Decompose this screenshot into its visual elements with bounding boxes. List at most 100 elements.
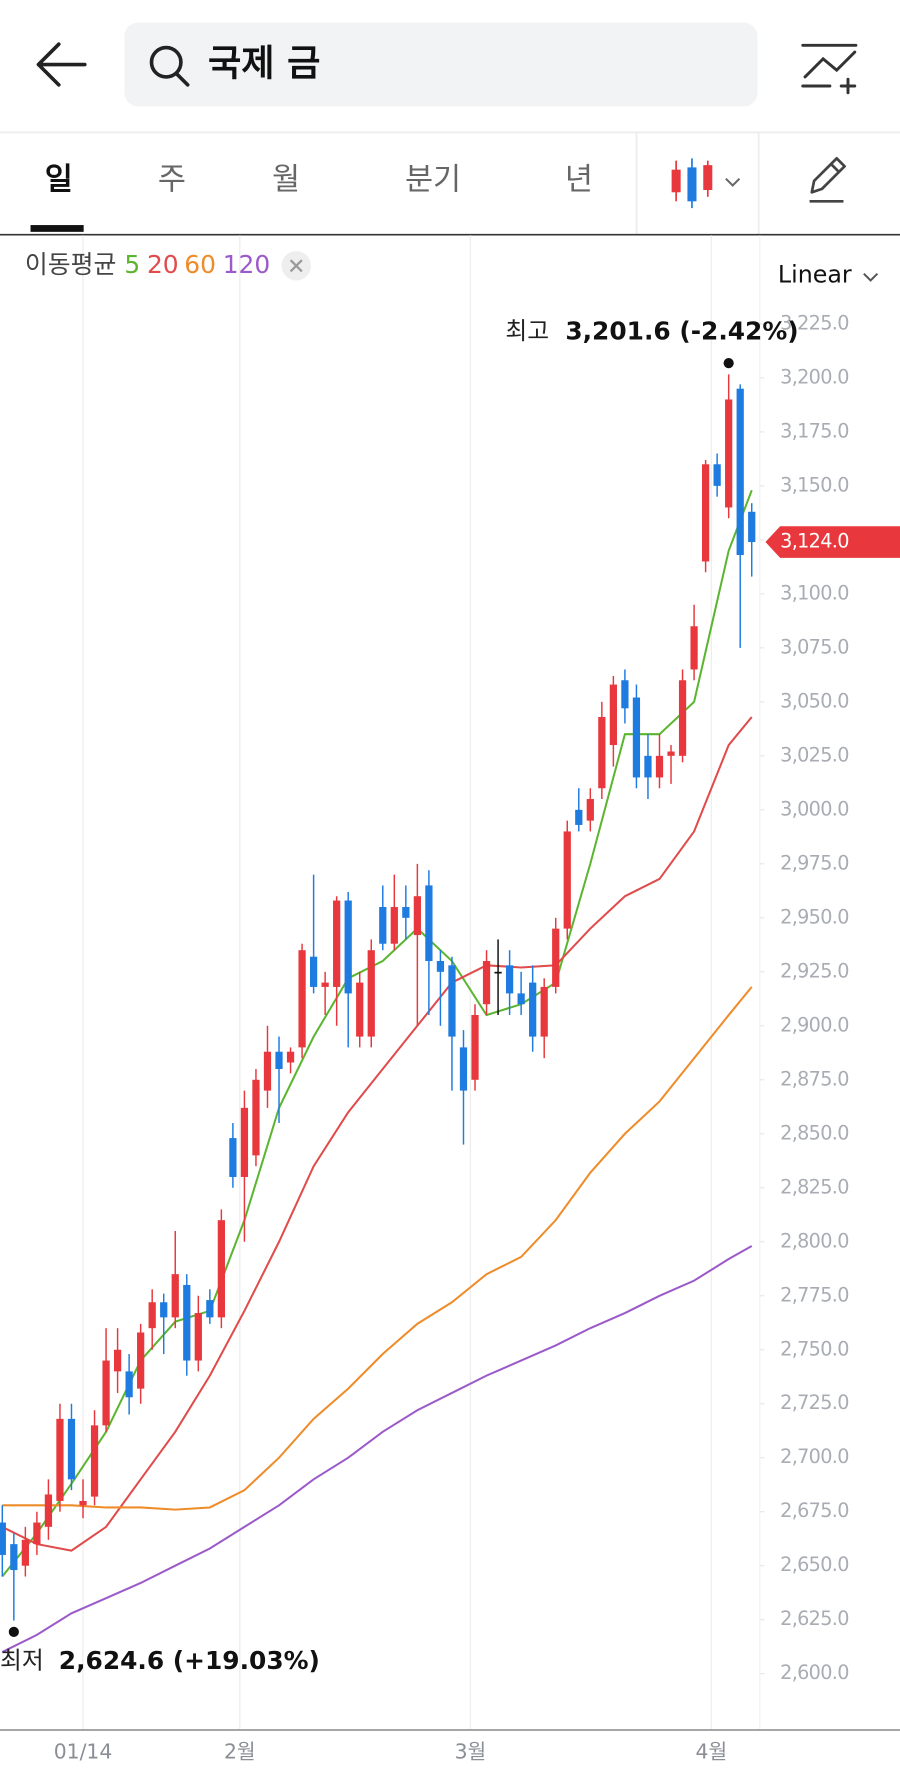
y-tick-label: 2,750.0 — [780, 1337, 849, 1360]
candle-body — [736, 388, 744, 555]
y-tick-label: 3,200.0 — [780, 365, 849, 388]
candle-body — [448, 965, 456, 1037]
y-tick-label: 2,825.0 — [780, 1175, 849, 1198]
candle-body — [160, 1302, 168, 1318]
y-tick-label: 3,075.0 — [780, 635, 849, 658]
y-tick-label: 2,625.0 — [780, 1607, 849, 1630]
candle-body — [229, 1138, 237, 1177]
candle-body — [44, 1494, 53, 1527]
y-tick-label: 2,950.0 — [780, 905, 849, 928]
candle-body — [90, 1425, 99, 1497]
scale-dropdown[interactable]: Linear — [778, 260, 879, 288]
candle-body — [667, 751, 675, 756]
annotations: 최고 3,201.6 (-2.42%) 최저 2,624.6 (+19.03%) — [0, 316, 799, 1675]
legend-close[interactable] — [281, 251, 311, 281]
legend-entry: 60 — [184, 250, 216, 279]
candle-body — [10, 1544, 18, 1571]
add-indicator-button[interactable] — [801, 43, 858, 95]
candle-body — [390, 907, 398, 944]
low-value: 2,624.6 (+19.03%) — [59, 1646, 320, 1675]
candle-body — [367, 950, 375, 1037]
search-text: 국제 금 — [208, 42, 320, 85]
active-tab-underline — [30, 225, 84, 232]
period-tab[interactable]: 년 — [565, 162, 593, 197]
high-label: 최고 — [505, 317, 549, 345]
x-tick-label: 3월 — [455, 1740, 487, 1764]
candle-body — [436, 961, 445, 972]
ma-line — [1, 1245, 753, 1653]
candle-body — [725, 399, 733, 508]
search-icon — [149, 45, 190, 87]
moving-averages — [1, 489, 753, 1653]
y-tick-label: 3,175.0 — [780, 419, 849, 442]
candle-body — [379, 907, 387, 944]
candle-body — [298, 950, 306, 1048]
candle-body — [413, 896, 421, 936]
y-tick-label: 2,650.0 — [780, 1553, 849, 1576]
ma-line — [1, 716, 753, 1552]
candle-body — [56, 1418, 64, 1501]
candle-body — [586, 799, 594, 821]
candle-body — [517, 993, 525, 1005]
high-marker — [723, 358, 734, 369]
chart-type-button[interactable] — [671, 158, 741, 209]
y-tick-label: 2,675.0 — [780, 1499, 849, 1522]
x-tick-label: 4월 — [696, 1740, 728, 1764]
period-tab[interactable]: 주 — [158, 162, 186, 197]
axes: 2,600.0 2,625.0 2,650.0 2,675.0 2,700.0 2,725… — [54, 311, 900, 1764]
search-box[interactable] — [124, 22, 758, 107]
y-tick-label: 2,775.0 — [780, 1283, 849, 1306]
y-tick-label: 2,850.0 — [780, 1121, 849, 1144]
candle-body — [575, 809, 583, 825]
price-tag-label: 3,124.0 — [780, 530, 849, 553]
candle-body — [275, 1051, 283, 1069]
candle-body — [67, 1418, 76, 1480]
candle-body — [286, 1051, 295, 1063]
candle-body — [563, 831, 571, 929]
back-button[interactable] — [36, 42, 87, 87]
candle-body — [21, 1539, 29, 1566]
candle-body — [505, 965, 514, 994]
period-tab[interactable]: 월 — [272, 162, 300, 197]
candle-body — [206, 1300, 214, 1318]
period-tab[interactable]: 일 — [45, 162, 73, 197]
y-tick-label: 3,225.0 — [780, 311, 849, 334]
candle-body — [690, 626, 698, 670]
candle-body — [540, 986, 548, 1037]
candle-body — [263, 1051, 272, 1091]
y-tick-label: 3,050.0 — [780, 689, 849, 712]
candle-body — [309, 956, 318, 987]
low-marker — [8, 1626, 19, 1637]
period-tabs: 일 주 월 분기 년 — [45, 162, 593, 197]
low-label: 최저 — [0, 1647, 44, 1675]
candle-body — [632, 697, 641, 778]
y-tick-label: 2,600.0 — [780, 1661, 849, 1684]
candle-body — [321, 982, 329, 987]
candle-body — [494, 971, 502, 974]
draw-button[interactable] — [809, 157, 846, 203]
candle-body — [240, 1107, 249, 1177]
y-tick-label: 3,025.0 — [780, 743, 849, 766]
legend-entry: 5 — [124, 250, 140, 279]
high-value: 3,201.6 (-2.42%) — [565, 316, 798, 345]
period-tab[interactable]: 분기 — [405, 162, 461, 197]
legend-entry: 20 — [147, 250, 179, 279]
candle-body — [79, 1500, 87, 1506]
y-tick-label: 2,700.0 — [780, 1445, 849, 1468]
scale-mode: Linear — [778, 260, 852, 288]
candle-body — [183, 1284, 191, 1361]
candle-body — [194, 1313, 202, 1361]
grid — [82, 235, 713, 1730]
candle-body — [137, 1332, 145, 1389]
candle-body — [678, 680, 687, 756]
candle-body — [217, 1220, 225, 1318]
candle-body — [552, 928, 560, 987]
y-tick-label: 3,150.0 — [780, 473, 849, 496]
candle-body — [748, 511, 756, 543]
x-tick-label: 2월 — [224, 1740, 256, 1764]
y-tick-label: 3,000.0 — [780, 797, 849, 820]
candle-body — [171, 1274, 179, 1318]
y-tick-label: 2,925.0 — [780, 959, 849, 982]
